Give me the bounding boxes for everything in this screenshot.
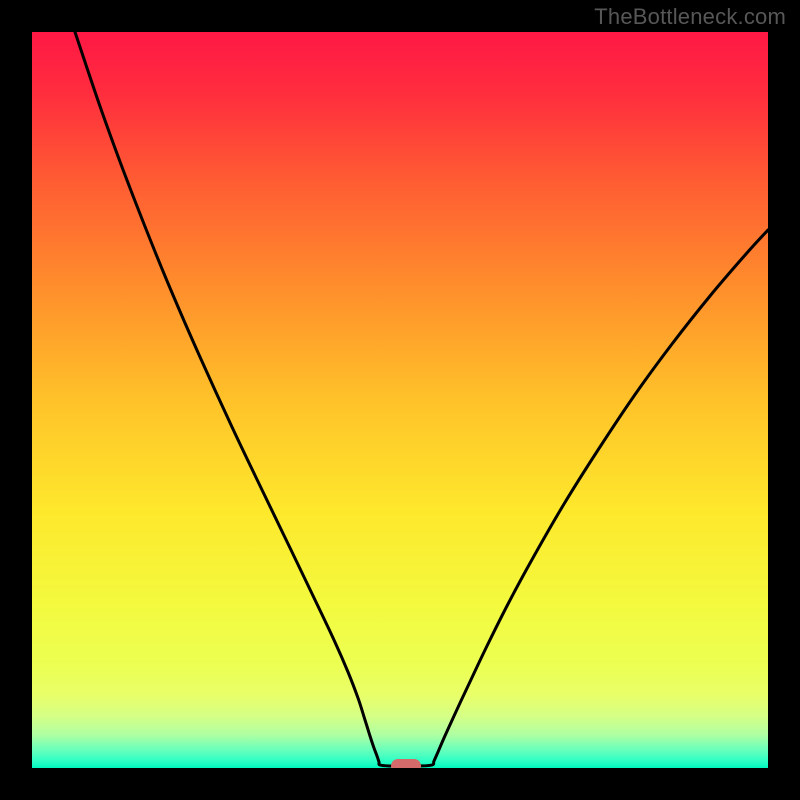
watermark-text: TheBottleneck.com — [594, 4, 786, 30]
optimum-point-marker — [391, 759, 421, 768]
bottleneck-curve — [32, 32, 768, 768]
chart-container: TheBottleneck.com — [0, 0, 800, 800]
plot-area — [32, 32, 768, 768]
